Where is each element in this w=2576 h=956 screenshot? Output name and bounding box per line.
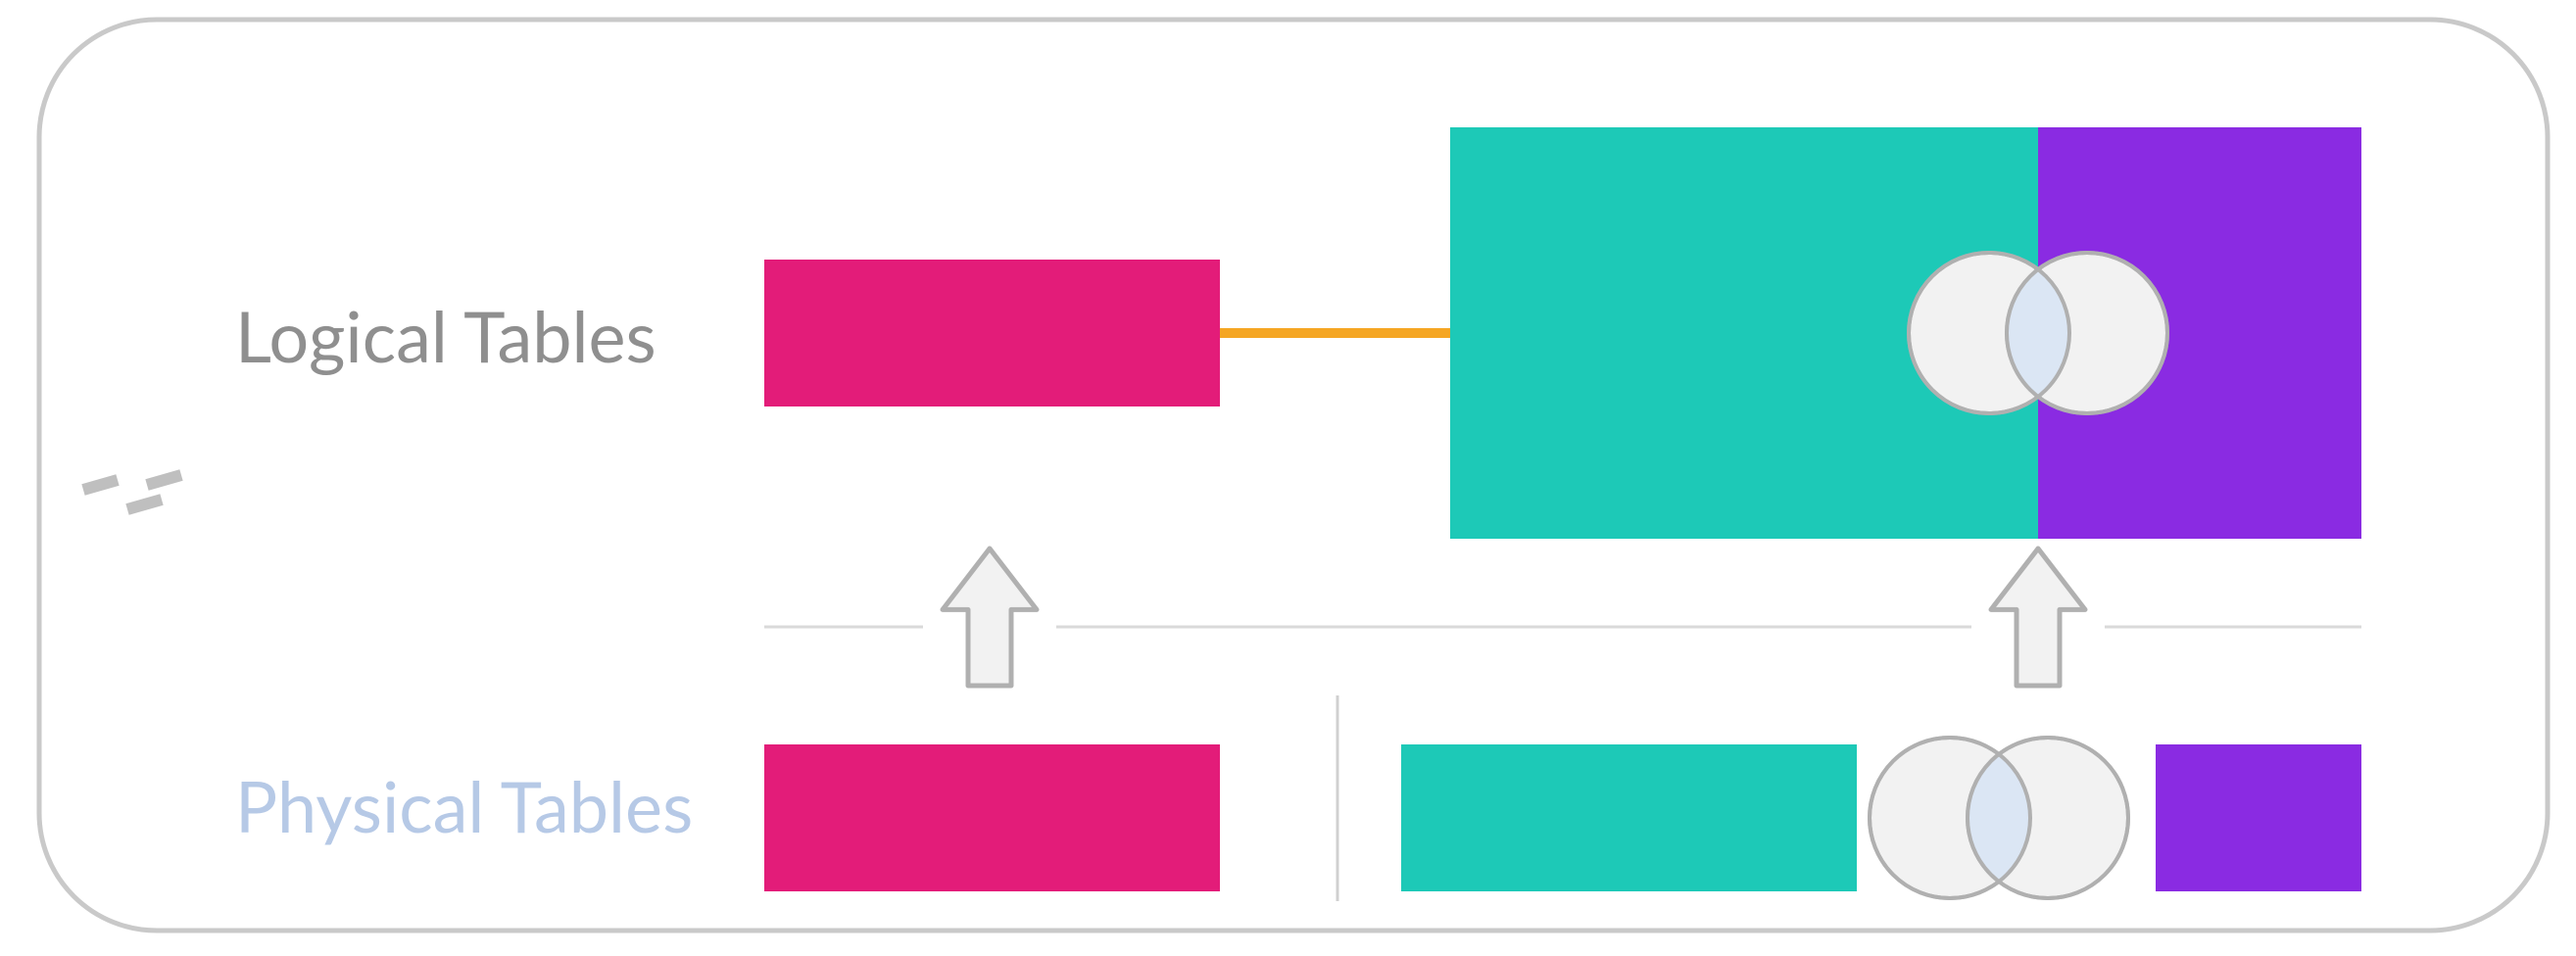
physical-teal-block: [1401, 744, 1857, 891]
physical-row: [0, 0, 2576, 956]
physical-pink-block: [764, 744, 1220, 891]
physical-venn-icon: [1870, 738, 2128, 898]
physical-purple-block: [2156, 744, 2361, 891]
diagram-stage: Logical Tables Physical Tables: [0, 0, 2576, 956]
